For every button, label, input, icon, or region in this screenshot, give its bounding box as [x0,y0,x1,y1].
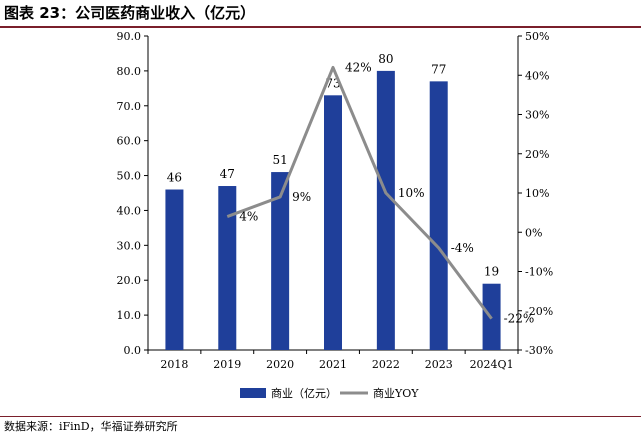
chart-title: 图表 23：公司医药商业收入（亿元） [4,4,256,22]
bottom-rule [0,416,641,417]
left-tick-label: 40.0 [117,204,142,217]
left-tick-label: 50.0 [117,170,142,183]
right-tick-label: -10% [525,266,553,279]
left-tick-label: 0.0 [124,344,142,357]
bar-label-2020: 51 [273,153,288,167]
revenue-chart: 0.0 10.0 20.0 30.0 40.0 50.0 60.0 70.0 80.0 90.0 -… [117,30,554,400]
right-tick-label: 30% [525,109,549,122]
bar-label-2022: 80 [378,52,393,66]
left-tick-label: 90.0 [117,30,142,43]
x-tick-label: 2023 [425,358,453,371]
x-tick-label: 2020 [266,358,294,371]
left-tick-label: 20.0 [117,274,142,287]
bar-2022 [376,70,395,350]
bar-label-2018: 46 [167,171,182,185]
left-tick-label: 70.0 [117,100,142,113]
legend-line-label: 商业YOY [373,386,419,400]
right-tick-label: 50% [525,30,549,43]
bar-2018 [165,189,184,350]
yoy-label-2019: 4% [239,210,258,224]
yoy-label-2020: 9% [292,190,311,204]
right-tick-label: 20% [525,148,549,161]
left-tick-label: 60.0 [117,135,142,148]
legend-bar-label: 商业（亿元） [271,386,337,400]
top-rule [0,26,641,28]
bar-label-2019: 47 [220,167,235,181]
yoy-label-2022: 10% [398,186,425,200]
bar-2019 [218,186,237,350]
x-tick-label: 2021 [319,358,347,371]
right-tick-label: 0% [525,226,542,239]
right-tick-label: 40% [525,69,549,82]
right-tick-label: -20% [525,305,553,318]
x-tick-label: 2019 [213,358,241,371]
bar-label-2024Q1: 19 [484,265,499,279]
left-tick-label: 10.0 [117,309,142,322]
x-tick-label: 2022 [372,358,400,371]
bar-label-2023: 77 [431,62,446,76]
bar-2023 [429,81,448,350]
legend-bar-swatch [240,388,266,398]
bar-2020 [271,172,290,350]
left-tick-label: 30.0 [117,239,142,252]
left-tick-label: 80.0 [117,65,142,78]
x-tick-label: 2024Q1 [470,358,514,371]
right-tick-label: -30% [525,344,553,357]
yoy-label-2021: 42% [345,60,372,74]
bar-2021 [324,95,342,350]
x-tick-label: 2018 [160,358,188,371]
yoy-label-2023: -4% [451,241,474,255]
yoy-label-2024Q1: -22% [504,312,535,326]
yoy-line [226,65,493,320]
right-tick-label: 10% [525,187,549,200]
source-note: 数据来源：iFinD，华福证券研究所 [4,420,178,433]
